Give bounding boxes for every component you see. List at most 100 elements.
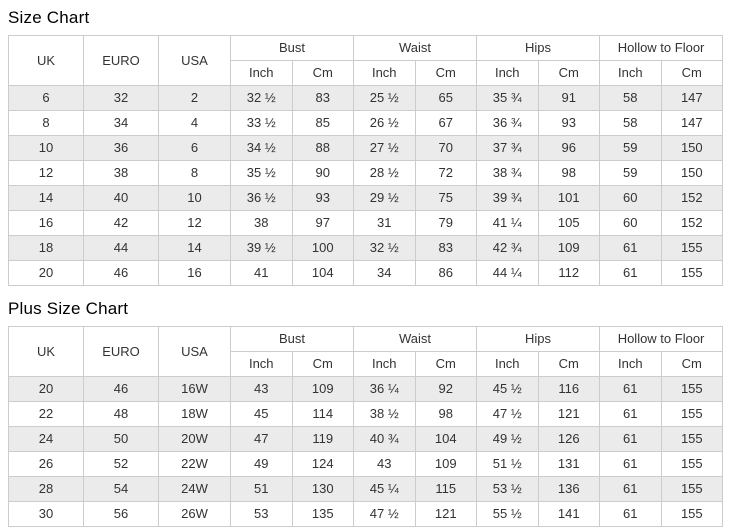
table-row: 24 50 20W 47 119 40 ¾ 104 49 ½ 126 61 155 [8, 426, 724, 452]
cell: 61 [599, 501, 662, 527]
cell: 53 [230, 501, 293, 527]
cell: 43 [353, 451, 416, 477]
cell: 59 [599, 135, 662, 161]
cell: 155 [660, 401, 724, 427]
cell: 35 ¾ [476, 85, 539, 111]
cell: 14 [8, 185, 84, 211]
column-header-uk: UK [8, 35, 84, 86]
cell: 116 [537, 376, 601, 402]
cell: 38 ½ [353, 401, 416, 427]
cell: 91 [537, 85, 601, 111]
cell: 141 [537, 501, 601, 527]
cell: 46 [83, 376, 159, 402]
cell: 72 [414, 160, 478, 186]
table-row: 28 54 24W 51 130 45 ¼ 115 53 ½ 136 61 155 [8, 476, 724, 502]
cell: 10 [8, 135, 84, 161]
column-subheader-bust-inch: Inch [230, 60, 293, 86]
size-chart-table: UK EURO USA Bust Waist Hips Hollow to Floor Inc… [8, 35, 724, 286]
cell: 83 [414, 235, 478, 261]
header-row-groups: UK EURO USA Bust Waist Hips Hollow to Floor [8, 326, 724, 377]
cell: 32 [83, 85, 159, 111]
cell: 41 ¼ [476, 210, 539, 236]
cell: 16 [158, 260, 231, 286]
header-row-groups: UK EURO USA Bust Waist Hips Hollow to Floor [8, 35, 724, 86]
cell: 44 ¼ [476, 260, 539, 286]
cell: 18 [8, 235, 84, 261]
cell: 85 [291, 110, 355, 136]
cell: 83 [291, 85, 355, 111]
cell: 39 ½ [230, 235, 293, 261]
cell: 88 [291, 135, 355, 161]
cell: 26 ½ [353, 110, 416, 136]
cell: 24W [158, 476, 231, 502]
column-subheader-hips-cm: Cm [537, 351, 601, 377]
cell: 26W [158, 501, 231, 527]
column-subheader-hips-inch: Inch [476, 60, 539, 86]
cell: 16 [8, 210, 84, 236]
column-subheader-bust-cm: Cm [291, 60, 355, 86]
cell: 14 [158, 235, 231, 261]
cell: 155 [660, 376, 724, 402]
cell: 26 [8, 451, 84, 477]
cell: 155 [660, 476, 724, 502]
column-group-header-bust: Bust [229, 35, 355, 61]
cell: 104 [291, 260, 355, 286]
cell: 147 [660, 85, 724, 111]
cell: 35 ½ [230, 160, 293, 186]
cell: 135 [291, 501, 355, 527]
cell: 2 [158, 85, 231, 111]
column-header-usa: USA [158, 35, 231, 86]
cell: 61 [599, 235, 662, 261]
cell: 152 [660, 210, 724, 236]
cell: 155 [660, 426, 724, 452]
cell: 155 [660, 451, 724, 477]
cell: 28 ½ [353, 160, 416, 186]
cell: 47 ½ [353, 501, 416, 527]
column-group-header-hollow-to-floor: Hollow to Floor [599, 35, 724, 61]
cell: 18W [158, 401, 231, 427]
cell: 36 ¾ [476, 110, 539, 136]
cell: 12 [158, 210, 231, 236]
cell: 16W [158, 376, 231, 402]
cell: 150 [660, 160, 724, 186]
column-header-uk: UK [8, 326, 84, 377]
cell: 121 [414, 501, 478, 527]
cell: 61 [599, 451, 662, 477]
cell: 58 [599, 110, 662, 136]
table-row: 26 52 22W 49 124 43 109 51 ½ 131 61 155 [8, 451, 724, 477]
cell: 61 [599, 376, 662, 402]
cell: 41 [230, 260, 293, 286]
cell: 40 ¾ [353, 426, 416, 452]
cell: 92 [414, 376, 478, 402]
column-subheader-hollow-to-floor-cm: Cm [660, 351, 724, 377]
cell: 100 [291, 235, 355, 261]
header-row-units: Inch Cm Inch Cm Inch Cm Inch Cm [9, 60, 724, 86]
cell: 98 [414, 401, 478, 427]
cell: 36 [83, 135, 159, 161]
table-row: 20 46 16W 43 109 36 ¼ 92 45 ½ 116 61 155 [8, 376, 724, 402]
cell: 55 ½ [476, 501, 539, 527]
cell: 29 ½ [353, 185, 416, 211]
column-subheader-waist-cm: Cm [414, 60, 478, 86]
cell: 131 [537, 451, 601, 477]
header-row-units: Inch Cm Inch Cm Inch Cm Inch Cm [9, 351, 724, 377]
cell: 42 ¾ [476, 235, 539, 261]
cell: 119 [291, 426, 355, 452]
cell: 32 ½ [230, 85, 293, 111]
cell: 75 [414, 185, 478, 211]
cell: 150 [660, 135, 724, 161]
column-subheader-bust-inch: Inch [230, 351, 293, 377]
cell: 28 [8, 476, 84, 502]
cell: 49 [230, 451, 293, 477]
cell: 101 [537, 185, 601, 211]
cell: 38 [83, 160, 159, 186]
cell: 45 [230, 401, 293, 427]
cell: 61 [599, 401, 662, 427]
column-subheader-waist-inch: Inch [353, 60, 416, 86]
cell: 47 ½ [476, 401, 539, 427]
cell: 53 ½ [476, 476, 539, 502]
cell: 48 [83, 401, 159, 427]
cell: 124 [291, 451, 355, 477]
cell: 155 [660, 260, 724, 286]
cell: 56 [83, 501, 159, 527]
